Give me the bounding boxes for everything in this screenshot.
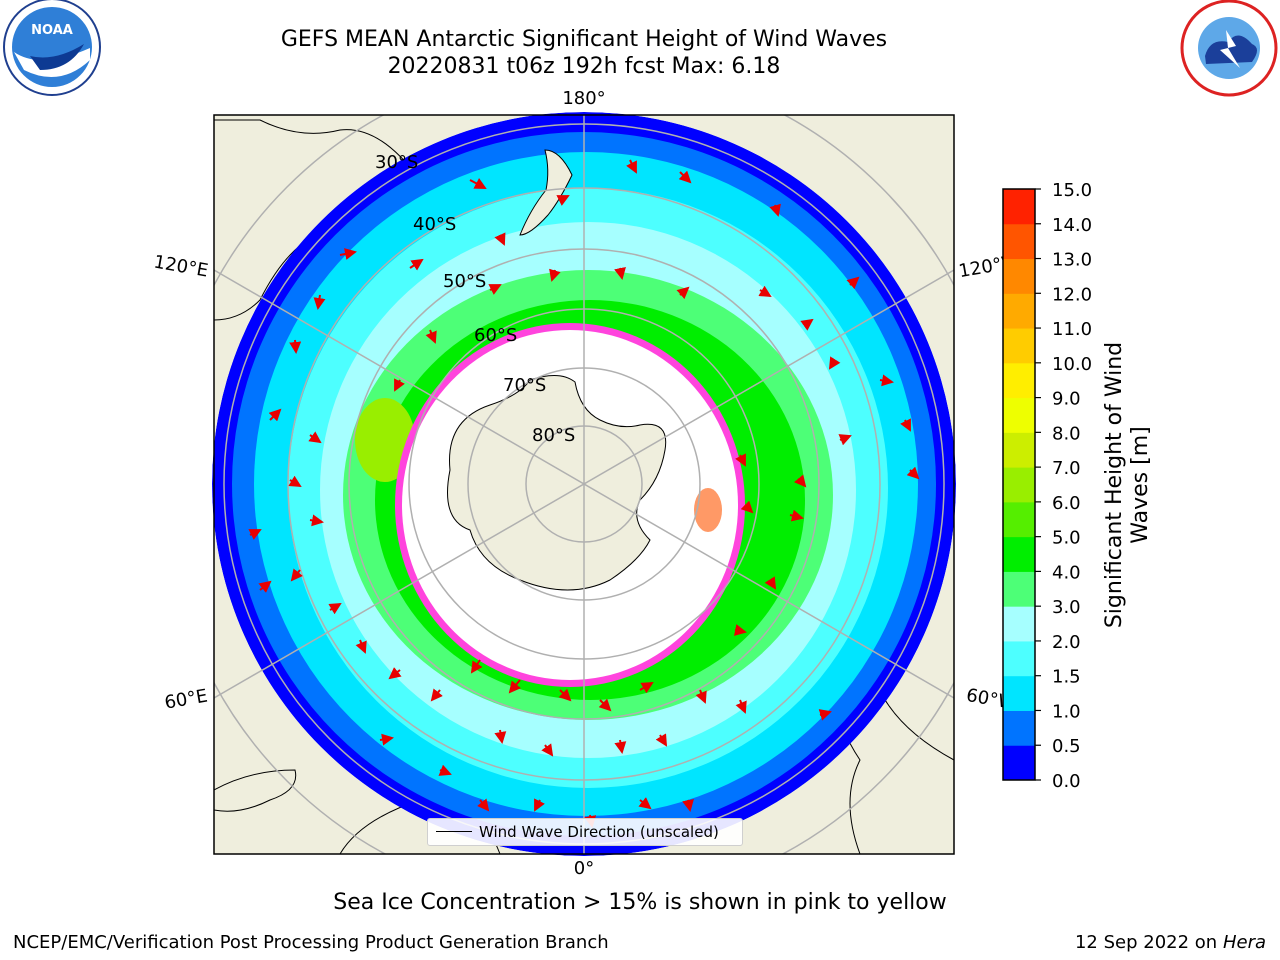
noaa-logo-text: NOAA bbox=[31, 23, 73, 38]
chart-subtitle: 20220831 t06z 192h fcst Max: 6.18 bbox=[387, 54, 781, 79]
map-frame bbox=[213, 114, 955, 855]
colorbar-tick-label: 14.0 bbox=[1052, 215, 1092, 236]
colorbar-segment bbox=[1003, 640, 1035, 677]
colorbar-tick-label: 11.0 bbox=[1052, 319, 1092, 340]
lon-label-0: 0° bbox=[574, 858, 594, 879]
colorbar-tick-label: 2.0 bbox=[1052, 632, 1081, 653]
colorbar-label-line2: Waves [m] bbox=[1128, 426, 1153, 544]
colorbar-segment bbox=[1003, 606, 1035, 642]
colorbar-tick-label: 9.0 bbox=[1052, 389, 1081, 410]
colorbar-tick-label: 10.0 bbox=[1052, 354, 1092, 375]
colorbar-segment bbox=[1003, 501, 1035, 538]
legend-label: Wind Wave Direction (unscaled) bbox=[479, 823, 719, 841]
colorbar-tick-label: 7.0 bbox=[1052, 458, 1081, 479]
colorbar-tick-label: 3.0 bbox=[1052, 597, 1081, 618]
sea-ice-note: Sea Ice Concentration > 15% is shown in … bbox=[333, 890, 947, 915]
colorbar-tick-label: 1.0 bbox=[1052, 701, 1081, 722]
colorbar-segment bbox=[1003, 397, 1035, 433]
colorbar-label-line1: Significant Height of Wind bbox=[1102, 341, 1127, 629]
colorbar-tick-label: 15.0 bbox=[1052, 180, 1092, 201]
lat-label-40s: 40°S bbox=[413, 214, 456, 235]
colorbar-segment bbox=[1003, 189, 1035, 225]
colorbar-segment bbox=[1003, 571, 1035, 607]
colorbar: 0.0 0.5 1.0 1.5 2.0 3.0 4.0 5.0 6.0 7.0 8.0 9.0 10.0… bbox=[1003, 180, 1092, 792]
noaa-logo: NOAA bbox=[3, 0, 101, 96]
colorbar-segment bbox=[1003, 293, 1035, 329]
legend-line-sample bbox=[436, 831, 472, 832]
lat-label-70s: 70°S bbox=[503, 375, 546, 396]
lon-label-180: 180° bbox=[562, 88, 605, 109]
colorbar-tick-label: 0.5 bbox=[1052, 736, 1081, 757]
colorbar-segment bbox=[1003, 675, 1035, 711]
colorbar-segment bbox=[1003, 710, 1035, 746]
chart-title: GEFS MEAN Antarctic Significant Height o… bbox=[280, 27, 888, 52]
colorbar-segment bbox=[1003, 258, 1035, 294]
colorbar-segment bbox=[1003, 362, 1035, 399]
colorbar-segment bbox=[1003, 745, 1035, 781]
colorbar-segment bbox=[1003, 328, 1035, 364]
colorbar-tick-label: 12.0 bbox=[1052, 284, 1092, 305]
colorbar-label: Significant Height of Wind Waves [m] bbox=[1102, 342, 1154, 628]
footer-credit: NCEP/EMC/Verification Post Processing Pr… bbox=[13, 932, 609, 953]
lon-label-60e: 60°E bbox=[163, 685, 209, 713]
footer-date: 12 Sep 2022 on Hera bbox=[1075, 932, 1266, 953]
lat-label-50s: 50°S bbox=[443, 271, 486, 292]
colorbar-segment bbox=[1003, 467, 1035, 503]
colorbar-segment bbox=[1003, 536, 1035, 572]
lat-label-60s: 60°S bbox=[474, 325, 517, 346]
colorbar-tick-label: 4.0 bbox=[1052, 562, 1081, 583]
colorbar-tick-label: 1.5 bbox=[1052, 667, 1081, 688]
colorbar-tick-label: 0.0 bbox=[1052, 771, 1081, 792]
lat-label-80s: 80°S bbox=[532, 425, 575, 446]
colorbar-segment bbox=[1003, 432, 1035, 468]
footer-host: Hera bbox=[1222, 932, 1266, 953]
colorbar-tick-label: 13.0 bbox=[1052, 250, 1092, 271]
map-legend: Wind Wave Direction (unscaled) bbox=[427, 818, 743, 846]
colorbar-segment bbox=[1003, 223, 1035, 260]
colorbar-tick-label: 6.0 bbox=[1052, 493, 1081, 514]
colorbar-tick-label: 8.0 bbox=[1052, 423, 1081, 444]
footer-date-text: 12 Sep 2022 on bbox=[1074, 932, 1218, 953]
nws-logo bbox=[1180, 0, 1278, 97]
lat-label-30s: 30°S bbox=[375, 152, 418, 173]
colorbar-frame bbox=[1002, 188, 1036, 781]
lon-label-120e: 120°E bbox=[152, 251, 210, 281]
colorbar-tick-label: 5.0 bbox=[1052, 528, 1081, 549]
